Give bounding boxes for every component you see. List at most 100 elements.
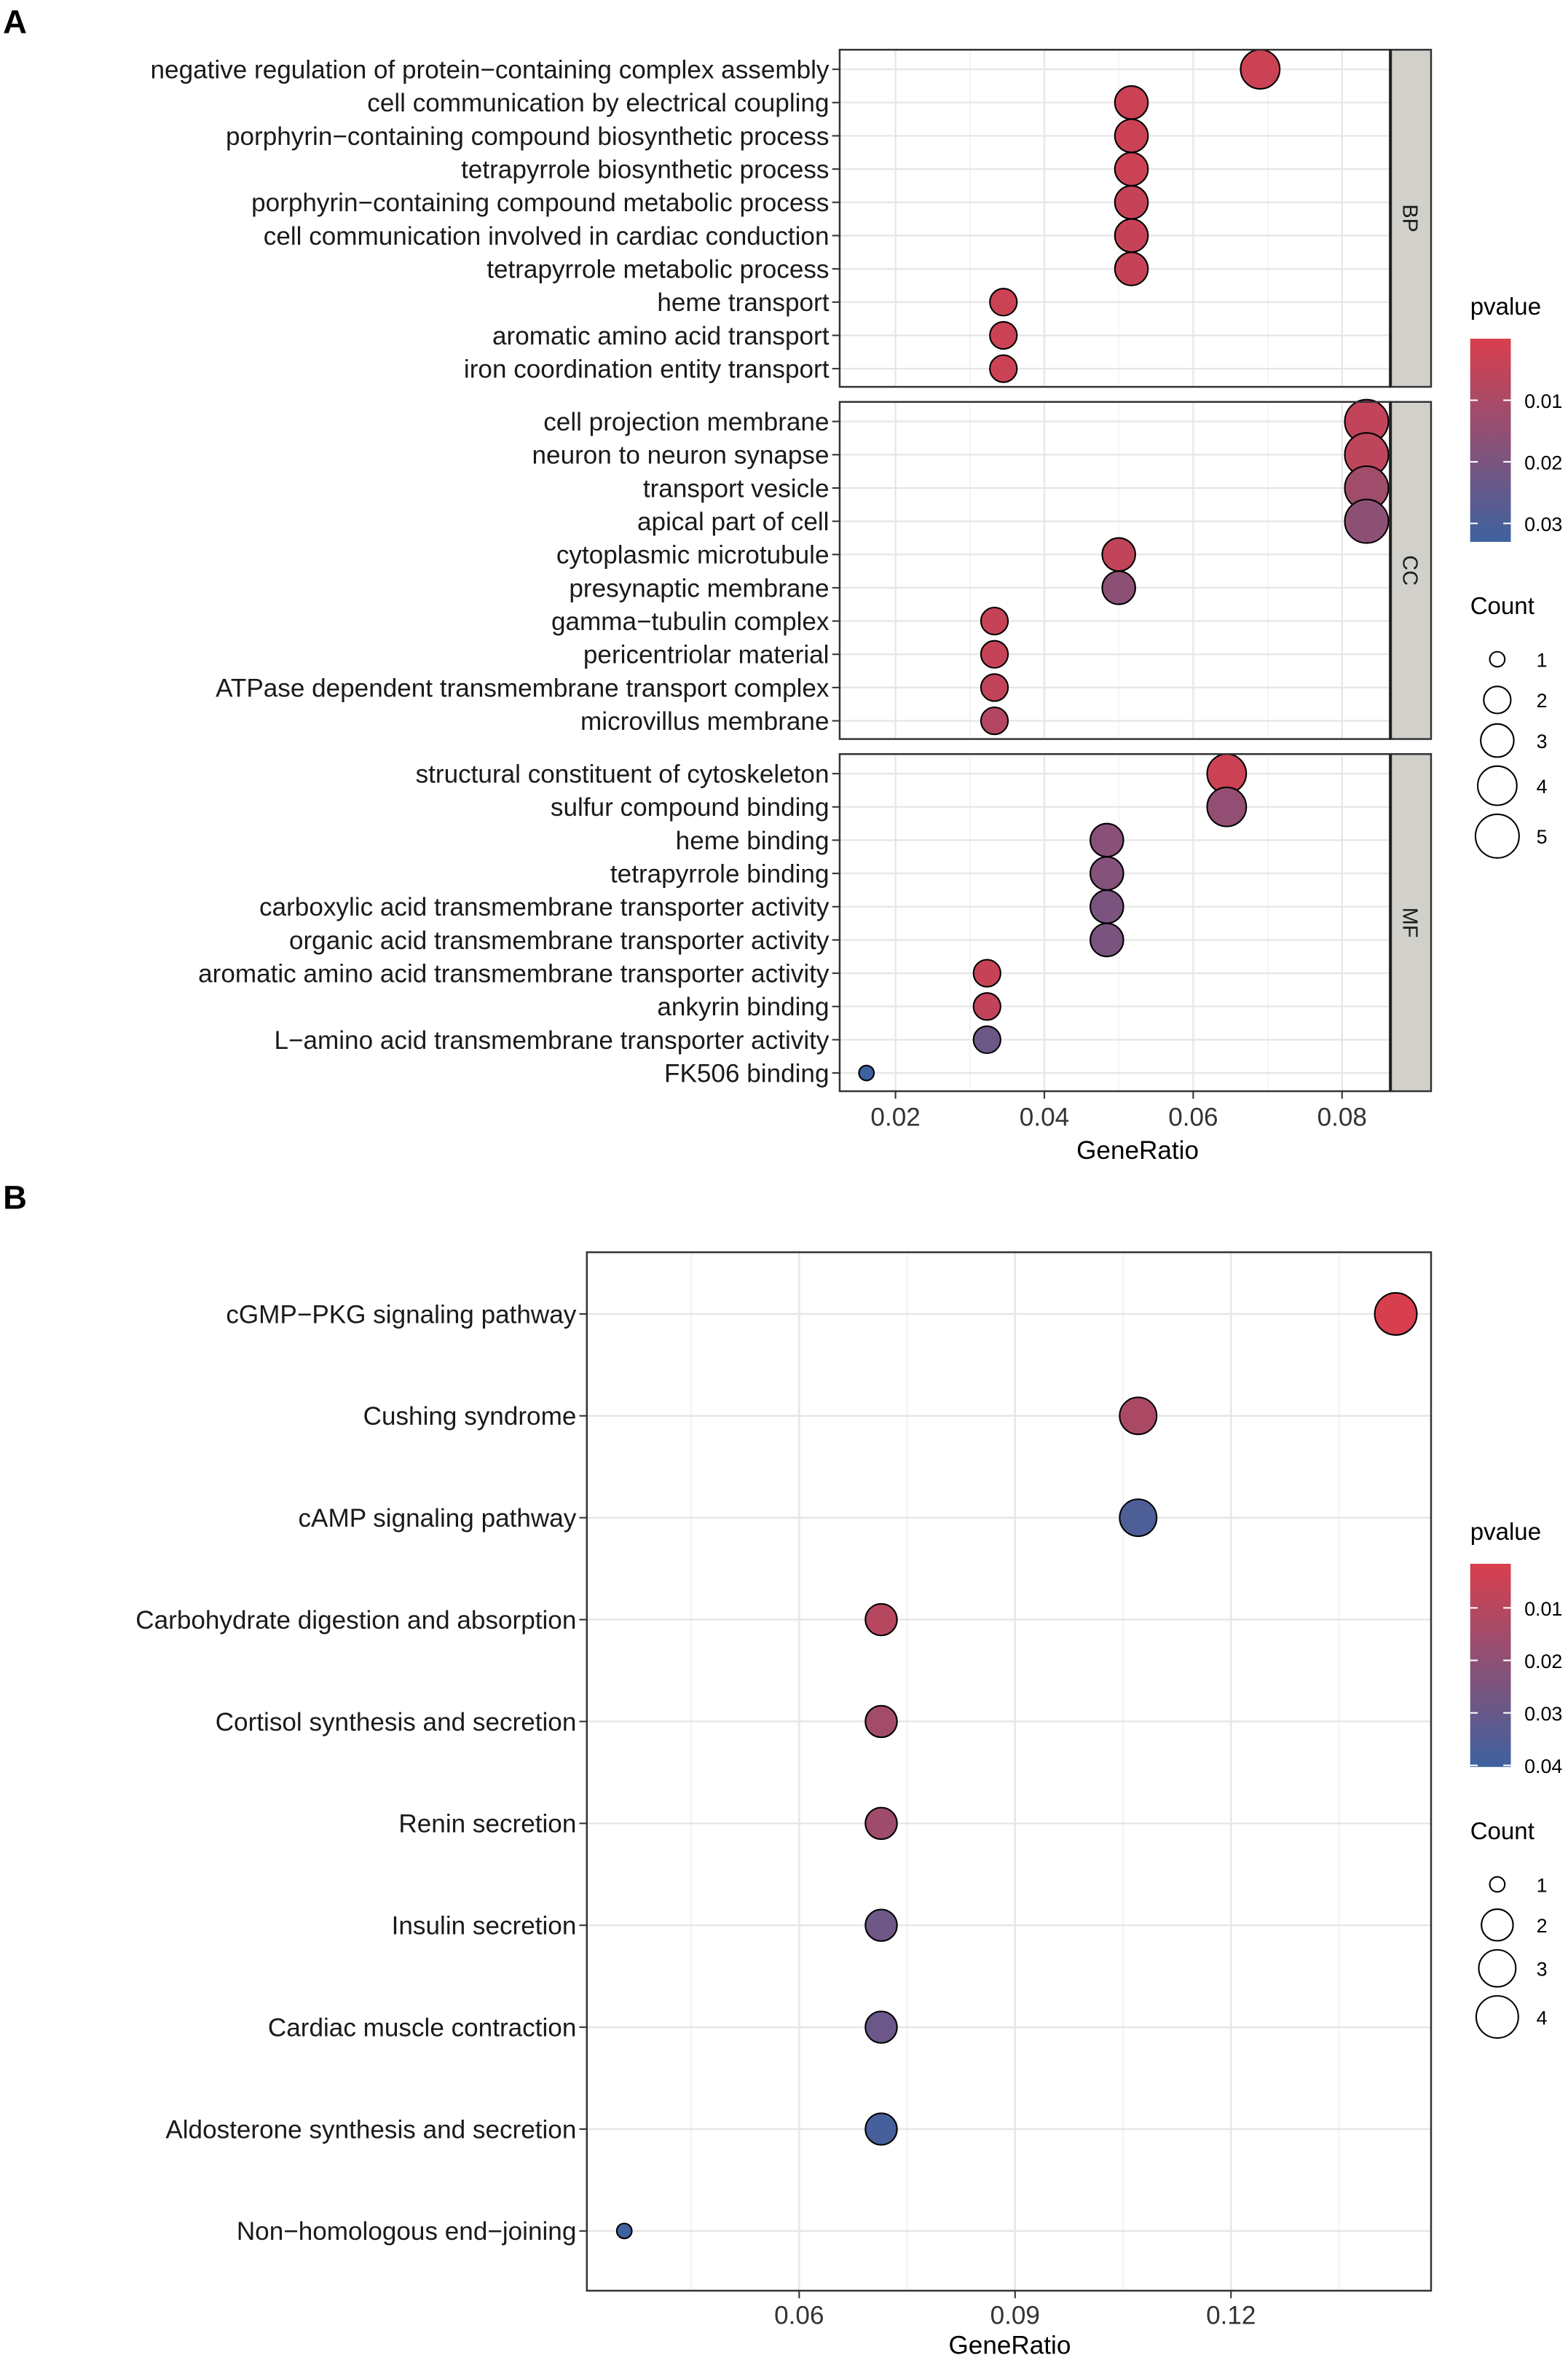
a-count-legend-label: 4 [1537, 776, 1548, 798]
term-label: iron coordination entity transport [464, 355, 830, 383]
term-label: cytoplasmic microtubule [556, 541, 830, 570]
data-point [989, 288, 1018, 317]
data-point [972, 1025, 1001, 1055]
term-label: Cortisol synthesis and secretion [216, 1708, 577, 1736]
a-count-legend-key [1480, 723, 1515, 758]
data-point [1114, 251, 1149, 286]
data-point [1114, 185, 1149, 220]
term-label: heme transport [657, 288, 829, 317]
b-colorbar-tick-label: 0.01 [1524, 1598, 1562, 1620]
term-label: gamma−tubulin complex [551, 607, 830, 636]
term-label: cell communication by electrical couplin… [367, 89, 829, 117]
plot-panel [586, 1252, 1431, 2291]
data-point [1374, 1291, 1418, 1336]
term-label: ATPase dependent transmembrane transport… [216, 674, 830, 702]
term-label: ankyrin binding [657, 993, 829, 1021]
data-point [972, 959, 1001, 988]
b-count-legend-key [1478, 1948, 1517, 1988]
term-label: Cushing syndrome [363, 1402, 577, 1431]
term-label: porphyrin−containing compound metabolic … [251, 189, 829, 217]
facet-strip-label: MF [1398, 908, 1422, 938]
data-point [980, 640, 1009, 669]
data-point [1090, 922, 1124, 958]
data-point [864, 2010, 898, 2044]
term-label: structural constituent of cytoskeleton [416, 760, 830, 789]
term-label: Insulin secretion [392, 1912, 577, 1940]
b-count-legend-title: Count [1470, 1818, 1534, 1845]
x-tick-label: 0.08 [1317, 1104, 1367, 1132]
data-point [980, 606, 1009, 636]
a-count-legend-label: 5 [1537, 826, 1548, 848]
a-count-legend-label: 3 [1537, 731, 1548, 752]
data-point [972, 992, 1001, 1021]
data-point [989, 320, 1018, 350]
term-label: tetrapyrrole biosynthetic process [461, 156, 829, 184]
term-label: cell communication involved in cardiac c… [264, 222, 830, 251]
panel-label-b: B [3, 1179, 27, 1216]
data-point [980, 673, 1009, 702]
facet-panel-mf [839, 754, 1391, 1092]
b-count-legend-key [1481, 1908, 1514, 1942]
data-point [980, 706, 1009, 736]
data-point [1119, 1396, 1158, 1436]
term-label: negative regulation of protein−containin… [151, 56, 830, 84]
panel-a-dotplot: negative regulation of protein−containin… [151, 49, 1562, 1165]
term-label: Non−homologous end−joining [237, 2217, 577, 2246]
data-point [1090, 822, 1124, 858]
data-point [989, 354, 1018, 383]
term-label: Cardiac muscle contraction [268, 2013, 576, 2042]
b-colorbar-tick-label: 0.02 [1524, 1651, 1562, 1672]
term-label: L−amino acid transmembrane transporter a… [274, 1026, 829, 1055]
data-point [1119, 1498, 1158, 1538]
term-label: Carbohydrate digestion and absorption [135, 1606, 576, 1635]
data-point [1240, 49, 1281, 90]
x-tick-label: 0.02 [870, 1104, 920, 1132]
term-label: aromatic amino acid transmembrane transp… [198, 959, 830, 988]
a-count-legend-key [1483, 685, 1512, 715]
term-label: heme binding [676, 827, 830, 855]
panel-b-dotplot: cGMP−PKG signaling pathway Cushing syndro… [135, 1251, 1562, 2360]
a-count-legend-key [1474, 813, 1520, 859]
term-label: neuron to neuron synapse [532, 441, 830, 470]
term-label: microvillus membrane [580, 707, 829, 736]
data-point [1206, 786, 1248, 827]
term-label: FK506 binding [664, 1059, 829, 1087]
a-count-legend-key [1489, 650, 1506, 668]
term-label: sulfur compound binding [551, 793, 830, 822]
x-tick-label: 0.12 [1206, 2301, 1256, 2329]
facet-strip-mf [1389, 753, 1433, 1093]
a-colorbar-tick-label: 0.03 [1524, 514, 1562, 535]
b-pvalue-colorbar [1470, 1563, 1511, 1767]
a-count-legend-title: Count [1470, 593, 1534, 620]
data-point [858, 1064, 875, 1082]
facet-strip-label: BP [1398, 204, 1422, 232]
term-label: apical part of cell [637, 508, 829, 536]
term-label: cell projection membrane [543, 408, 829, 436]
facet-strip-label: CC [1398, 555, 1422, 586]
term-label: transport vesicle [643, 474, 830, 503]
data-point [615, 2222, 633, 2240]
a-colorbar-tick-label: 0.02 [1524, 452, 1562, 473]
a-colorbar-tick-label: 0.01 [1524, 390, 1562, 412]
b-count-legend-label: 3 [1537, 1959, 1548, 1981]
data-point [1114, 118, 1149, 154]
a-pvalue-legend-title: pvalue [1470, 294, 1541, 320]
a-pvalue-colorbar [1470, 338, 1511, 542]
data-point [864, 2112, 898, 2146]
b-count-legend-label: 1 [1537, 1874, 1548, 1896]
term-label: cGMP−PKG signaling pathway [226, 1300, 576, 1329]
x-tick-label: 0.04 [1020, 1104, 1069, 1132]
term-label: carboxylic acid transmembrane transporte… [259, 893, 830, 921]
data-point [864, 1908, 898, 1942]
panel-label-a: A [3, 4, 27, 41]
a-count-legend-key [1476, 765, 1518, 806]
x-axis-title: GeneRatio [949, 2332, 1071, 2360]
term-label: aromatic amino acid transport [492, 322, 830, 350]
x-axis-title: GeneRatio [1076, 1136, 1199, 1165]
plot-border [586, 1251, 1433, 2292]
term-label: Aldosterone synthesis and secretion [165, 2115, 576, 2144]
term-label: pericentriolar material [583, 641, 830, 669]
data-point [1090, 856, 1124, 891]
term-label: tetrapyrrole binding [610, 860, 830, 889]
